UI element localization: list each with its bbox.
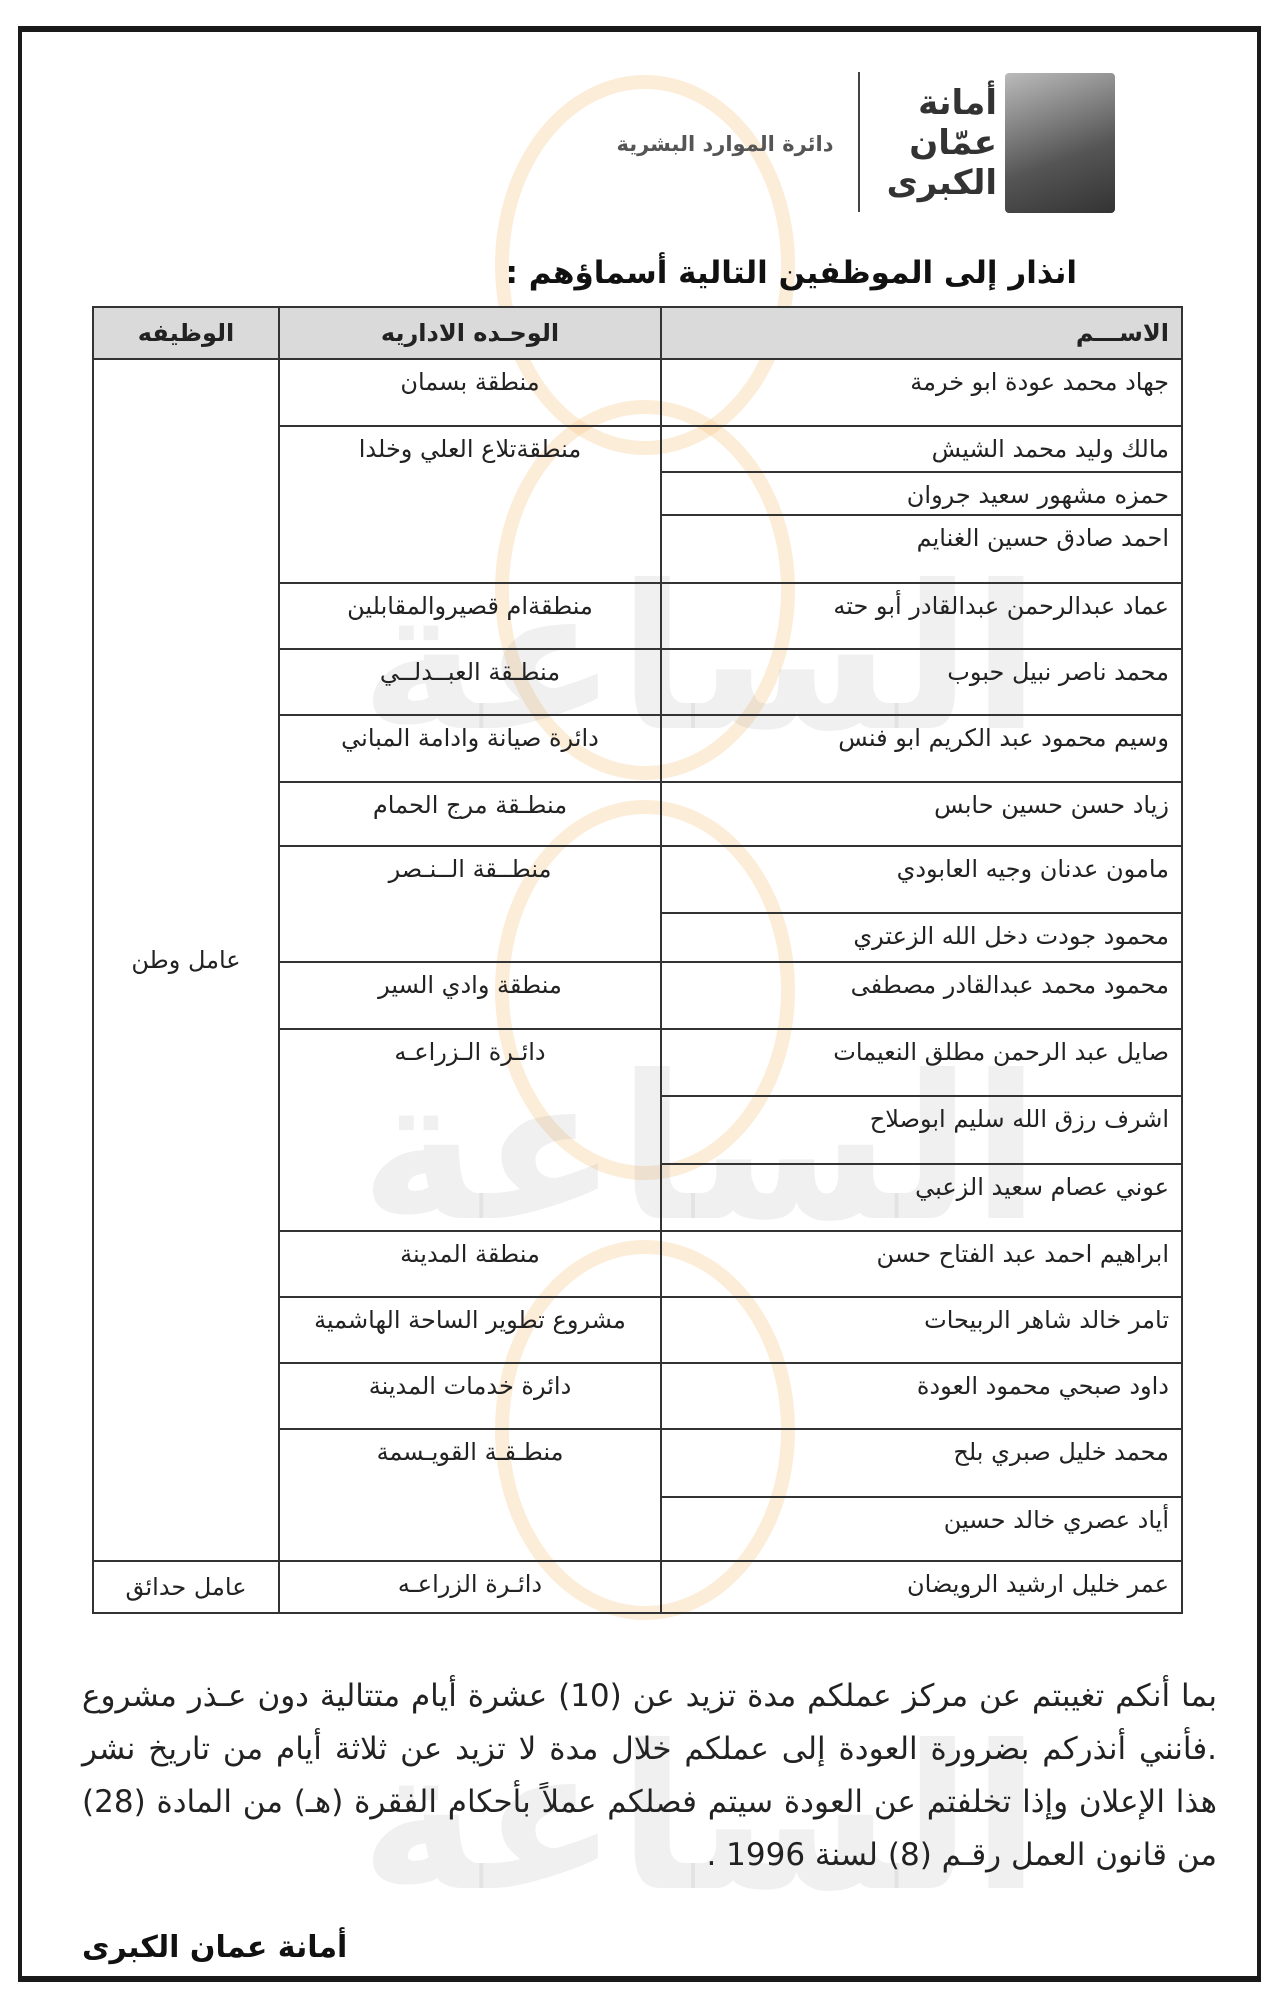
- admin-unit: منطقةام قصيروالمقابلين: [278, 582, 662, 650]
- table-row: محمد خليل صبري بلح منطـقـة القويـسمة: [93, 1428, 1183, 1562]
- employee-name: عماد عبدالرحمن عبدالقادر أبو حته: [660, 582, 1183, 650]
- admin-unit: منطقةتلاع العلي وخلدا: [278, 425, 662, 584]
- admin-unit: منطــقة الــنـصر: [278, 845, 662, 963]
- header-divider: [858, 72, 860, 212]
- employee-name: محمود محمد عبدالقادر مصطفى: [660, 961, 1183, 1030]
- employee-name: اشرف رزق الله سليم ابوصلاح: [660, 1095, 1183, 1165]
- table-row: اشرف رزق الله سليم ابوصلاح: [93, 1095, 1183, 1165]
- admin-unit: منطقة بسمان: [278, 358, 662, 427]
- employee-name: وسيم محمود عبد الكريم ابو فنس: [660, 714, 1183, 783]
- admin-unit: منطـقة العبــدلــي: [278, 648, 662, 716]
- employee-name: جهاد محمد عودة ابو خرمة: [660, 358, 1183, 427]
- department-name: دائرة الموارد البشرية: [616, 132, 834, 156]
- signature: أمانة عمان الكبرى: [82, 1930, 348, 1965]
- employee-name: صايل عبد الرحمن مطلق النعيمات: [660, 1028, 1183, 1097]
- notice-body: بما أنكم تغيبتم عن مركز عملكم مدة تزيد ع…: [82, 1678, 1217, 1873]
- employee-name: حمزه مشهور سعيد جروان: [660, 471, 1183, 516]
- table-row: ابراهيم احمد عبد الفتاح حسن منطقة المدينة: [93, 1230, 1183, 1298]
- table-row: أياد عصري خالد حسين: [93, 1496, 1183, 1562]
- table-row: حمزه مشهور سعيد جروان: [93, 471, 1183, 516]
- table-header-row: الاســـم الوحـده الاداريه الوظيفه: [92, 306, 1183, 360]
- header-job: الوظيفه: [92, 306, 280, 360]
- table-row: صايل عبد الرحمن مطلق النعيمات دائـرة الـز…: [93, 1028, 1183, 1232]
- employee-name: محمد خليل صبري بلح: [660, 1428, 1183, 1498]
- employee-name: زياد حسن حسين حابس: [660, 781, 1183, 847]
- table-row: تامر خالد شاهر الربيحات مشروع تطوير الساح…: [93, 1296, 1183, 1364]
- admin-unit: منطقة وادي السير: [278, 961, 662, 1030]
- admin-unit: منطقة المدينة: [278, 1230, 662, 1298]
- header-name: الاســـم: [660, 306, 1183, 360]
- table-row: عوني عصام سعيد الزعبي: [93, 1163, 1183, 1232]
- admin-unit: مشروع تطوير الساحة الهاشمية: [278, 1296, 662, 1364]
- logo-line: الكبرى: [886, 162, 997, 203]
- employee-name: احمد صادق حسين الغنايم: [660, 514, 1183, 584]
- table-row: عمر خليل ارشيد الرويضان دائـرة الزراعـه عا…: [92, 1560, 1183, 1614]
- employee-name: أياد عصري خالد حسين: [660, 1496, 1183, 1562]
- amman-logo: أمانة عمّان الكبرى: [855, 70, 1115, 215]
- logo-line: أمانة: [918, 82, 997, 123]
- admin-unit: دائـرة الـزراعـه: [278, 1028, 662, 1232]
- job-title: عامل وطن: [92, 358, 280, 1562]
- employees-table: الاســـم الوحـده الاداريه الوظيفه جهاد م…: [92, 306, 1183, 1614]
- employee-name: داود صبحي محمود العودة: [660, 1362, 1183, 1430]
- employee-name: محمد ناصر نبيل حبوب: [660, 648, 1183, 716]
- logo-image: [1005, 72, 1115, 213]
- page-frame: [18, 26, 1261, 1982]
- employee-name: عمر خليل ارشيد الرويضان: [660, 1560, 1183, 1614]
- table-row: داود صبحي محمود العودة دائرة خدمات المدين…: [93, 1362, 1183, 1430]
- employee-name: مالك وليد محمد الشيش: [660, 425, 1183, 473]
- table-row: محمد ناصر نبيل حبوب منطـقة العبــدلــي: [93, 648, 1183, 716]
- logo-line: عمّان: [909, 122, 997, 163]
- admin-unit: دائرة صيانة وادامة المباني: [278, 714, 662, 783]
- table-row: مالك وليد محمد الشيش منطقةتلاع العلي وخلد…: [93, 425, 1183, 584]
- table-row: جهاد محمد عودة ابو خرمة منطقة بسمان عامل و…: [92, 358, 1183, 1562]
- table-row: احمد صادق حسين الغنايم: [93, 514, 1183, 584]
- employee-name: عوني عصام سعيد الزعبي: [660, 1163, 1183, 1232]
- logo-text: أمانة عمّان الكبرى: [879, 83, 1005, 203]
- admin-unit: دائـرة الزراعـه: [278, 1560, 662, 1614]
- notice-title: انذار إلى الموظفين التالية أسماؤهم :: [505, 255, 1077, 291]
- header-unit: الوحـده الاداريه: [278, 306, 662, 360]
- employee-name: محمود جودت دخل الله الزعتري: [660, 912, 1183, 963]
- table-row: زياد حسن حسين حابس منطـقة مرج الحمام: [93, 781, 1183, 847]
- admin-unit: دائرة خدمات المدينة: [278, 1362, 662, 1430]
- table-row: محمود محمد عبدالقادر مصطفى منطقة وادي الس…: [93, 961, 1183, 1030]
- employee-name: تامر خالد شاهر الربيحات: [660, 1296, 1183, 1364]
- table-row: وسيم محمود عبد الكريم ابو فنس دائرة صيانة…: [93, 714, 1183, 783]
- employee-name: ابراهيم احمد عبد الفتاح حسن: [660, 1230, 1183, 1298]
- employee-name: مامون عدنان وجيه العابودي: [660, 845, 1183, 914]
- table-row: مامون عدنان وجيه العابودي منطــقة الــنـص…: [93, 845, 1183, 963]
- admin-unit: منطـقـة القويـسمة: [278, 1428, 662, 1562]
- table-row: عماد عبدالرحمن عبدالقادر أبو حته منطقةام …: [93, 582, 1183, 650]
- job-title: عامل حدائق: [92, 1560, 280, 1614]
- admin-unit: منطـقة مرج الحمام: [278, 781, 662, 847]
- table-row: محمود جودت دخل الله الزعتري: [93, 912, 1183, 963]
